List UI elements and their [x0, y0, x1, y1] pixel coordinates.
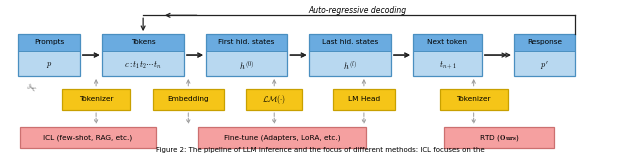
Text: Tokenizer: Tokenizer [79, 96, 113, 102]
Text: Fine-tune (Adapters, LoRA, etc.): Fine-tune (Adapters, LoRA, etc.) [224, 134, 340, 141]
Text: RTD ($\mathbf{Ours}$): RTD ($\mathbf{Ours}$) [479, 133, 519, 143]
Bar [440, 89, 508, 110]
Bar [20, 127, 156, 148]
Bar [514, 34, 575, 51]
Text: Last hid. states: Last hid. states [322, 39, 378, 45]
Text: Next token: Next token [428, 39, 467, 45]
Text: LM Head: LM Head [348, 96, 380, 102]
Bar [413, 51, 482, 76]
Text: Response: Response [527, 39, 562, 45]
Bar [333, 89, 396, 110]
Bar [246, 89, 303, 110]
Text: $h^{(l)}$: $h^{(l)}$ [343, 59, 357, 72]
Text: ICL (few-shot, RAG, etc.): ICL (few-shot, RAG, etc.) [44, 134, 132, 141]
Bar [102, 34, 184, 76]
Bar [102, 51, 184, 76]
Bar [413, 34, 482, 76]
Bar [206, 34, 287, 76]
Text: $p$: $p$ [46, 61, 52, 71]
Bar [309, 34, 391, 76]
Bar [198, 127, 367, 148]
Text: Prompts: Prompts [34, 39, 64, 45]
Bar [19, 34, 80, 51]
Bar [102, 34, 184, 51]
Bar [153, 89, 224, 110]
Text: Embedding: Embedding [168, 96, 209, 102]
Text: Tokens: Tokens [131, 39, 156, 45]
Bar [309, 34, 391, 51]
Bar [19, 34, 80, 76]
Bar [309, 51, 391, 76]
Bar [206, 51, 287, 76]
Text: Figure 2: The pipeline of LLM inference and the focus of different methods: ICL : Figure 2: The pipeline of LLM inference … [156, 147, 484, 153]
Bar [444, 127, 554, 148]
Text: First hid. states: First hid. states [218, 39, 275, 45]
Text: ✂: ✂ [24, 82, 36, 95]
Bar [514, 51, 575, 76]
Text: Tokenizer: Tokenizer [456, 96, 491, 102]
Bar [62, 89, 130, 110]
Text: $h^{(0)}$: $h^{(0)}$ [239, 59, 254, 72]
Bar [514, 34, 575, 76]
Bar [19, 51, 80, 76]
Text: $\mathcal{L}\mathcal{M}(\cdot)$: $\mathcal{L}\mathcal{M}(\cdot)$ [262, 93, 286, 106]
Text: Auto-regressive decoding: Auto-regressive decoding [308, 6, 406, 15]
Text: $c:{t_1t_2\cdots t_n}$: $c:{t_1t_2\cdots t_n}$ [124, 60, 162, 71]
Text: $t_{n+1}$: $t_{n+1}$ [438, 59, 456, 71]
Text: $p'$: $p'$ [540, 59, 549, 72]
Bar [206, 34, 287, 51]
Bar [413, 34, 482, 51]
